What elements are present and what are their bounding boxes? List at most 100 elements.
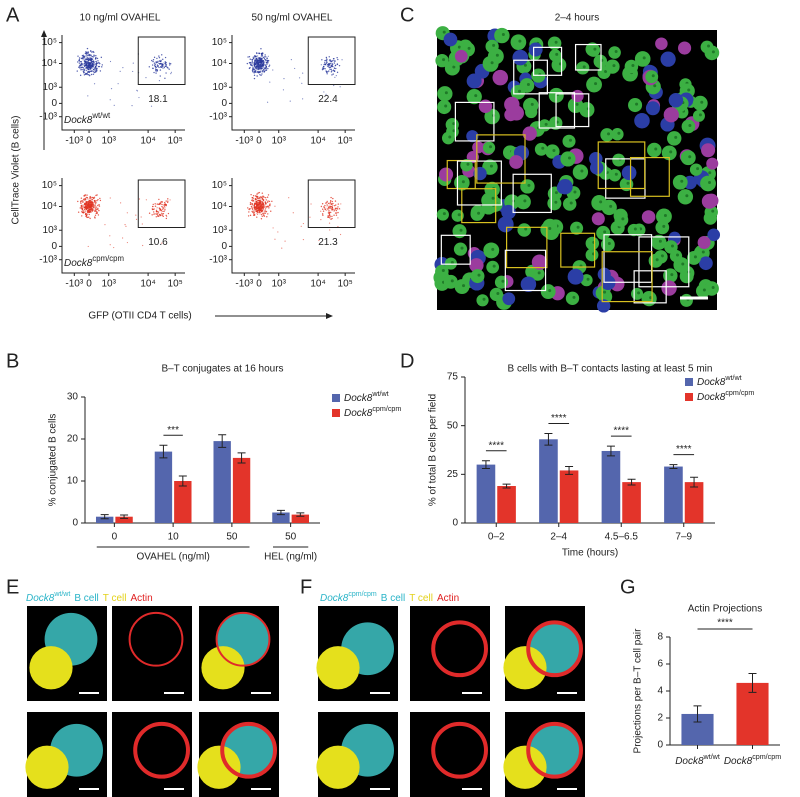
event-dot: [265, 65, 268, 67]
cell: [678, 41, 692, 55]
significance: ****: [551, 413, 567, 424]
y-tick-label: 10³: [213, 82, 228, 93]
event-dot: [328, 206, 330, 209]
micrograph: [433, 26, 721, 313]
nucleus-spot: [460, 246, 464, 250]
event-dot: [86, 205, 88, 207]
event-dot: [126, 241, 129, 244]
event-dot: [261, 53, 263, 56]
event-dot: [96, 67, 98, 69]
panel-label: F: [300, 576, 312, 598]
event-dot: [337, 217, 339, 219]
nucleus-spot: [670, 244, 674, 248]
nucleus-spot: [633, 227, 637, 231]
cell: [680, 293, 693, 307]
event-dot: [90, 61, 92, 64]
event-dot: [257, 208, 259, 210]
event-dot: [80, 64, 82, 67]
event-dot: [260, 211, 263, 213]
event-dot: [96, 62, 98, 64]
event-dot: [163, 210, 165, 213]
event-dot: [95, 207, 97, 209]
event-dot: [253, 65, 256, 67]
gene: Dock8: [320, 593, 349, 604]
cell: [697, 236, 711, 249]
event-dot: [257, 203, 260, 206]
nucleus-spot: [518, 89, 522, 93]
gate-value: 21.3: [318, 237, 338, 248]
event-dot: [87, 203, 90, 205]
nucleus-spot: [599, 200, 603, 204]
event-dot: [76, 70, 78, 72]
event-dot: [83, 55, 85, 58]
event-dot: [333, 214, 335, 216]
event-dot: [265, 61, 268, 64]
event-dot: [168, 62, 171, 64]
event-dot: [335, 75, 337, 77]
event-dot: [302, 98, 304, 100]
event-dot: [154, 205, 157, 207]
event-dot: [80, 204, 83, 207]
event-dot: [259, 60, 261, 63]
event-dot: [165, 64, 168, 66]
cell: [444, 257, 457, 270]
event-dot: [263, 60, 265, 62]
event-dot: [167, 212, 170, 215]
event-dot: [327, 215, 329, 217]
contact-box: [476, 134, 526, 184]
event-dot: [249, 203, 252, 205]
event-dot: [253, 62, 256, 65]
nucleus-spot: [642, 56, 646, 60]
event-dot: [158, 79, 161, 82]
event-dot: [90, 70, 92, 73]
event-dot: [89, 64, 91, 67]
event-dot: [125, 225, 127, 227]
group-label: OVAHEL (ng/ml): [136, 552, 209, 563]
nucleus-spot: [474, 94, 478, 98]
genotype: cpm/cpm: [725, 389, 754, 397]
error-bar: [100, 514, 109, 520]
event-dot: [92, 73, 95, 75]
x-axis-label: GFP (OTII CD4 T cells): [88, 311, 191, 322]
x-tick-label: 50: [226, 532, 238, 543]
event-dot: [92, 68, 95, 71]
x-tick-label: 10³: [272, 279, 287, 290]
event-dot: [92, 70, 94, 73]
nucleus-spot: [567, 156, 571, 160]
nucleus-spot: [452, 65, 456, 69]
bar: [559, 470, 579, 523]
event-dot: [157, 215, 159, 218]
event-dot: [332, 59, 334, 62]
cell: [460, 159, 473, 172]
y-tick-label: 10⁴: [42, 58, 57, 69]
event-dot: [320, 218, 322, 221]
nucleus-spot: [554, 40, 558, 44]
nucleus-spot: [669, 150, 673, 154]
event-dot: [155, 61, 157, 64]
nucleus-spot: [676, 253, 680, 257]
x-tick-label: 4.5–6.5: [605, 532, 639, 543]
cell: [443, 274, 458, 289]
x-tick-label: -10³: [65, 136, 83, 147]
event-dot: [249, 58, 251, 60]
cell: [656, 208, 672, 225]
event-dot: [266, 205, 269, 208]
event-dot: [321, 203, 324, 205]
event-dot: [141, 223, 143, 225]
nucleus-spot: [489, 145, 493, 149]
cell: [530, 267, 545, 281]
event-dot: [337, 203, 340, 205]
error-bar: [669, 464, 678, 469]
bar: [736, 682, 769, 745]
y-tick-label: -10³: [39, 111, 57, 122]
event-dot: [256, 52, 258, 55]
event-dot: [92, 206, 94, 208]
bar: [115, 516, 133, 523]
event-dot: [87, 74, 90, 76]
nucleus-spot: [537, 271, 541, 275]
event-dot: [159, 214, 162, 216]
contour: [82, 56, 96, 71]
event-dot: [323, 206, 325, 208]
event-dot: [249, 61, 251, 64]
actin: [526, 721, 583, 779]
